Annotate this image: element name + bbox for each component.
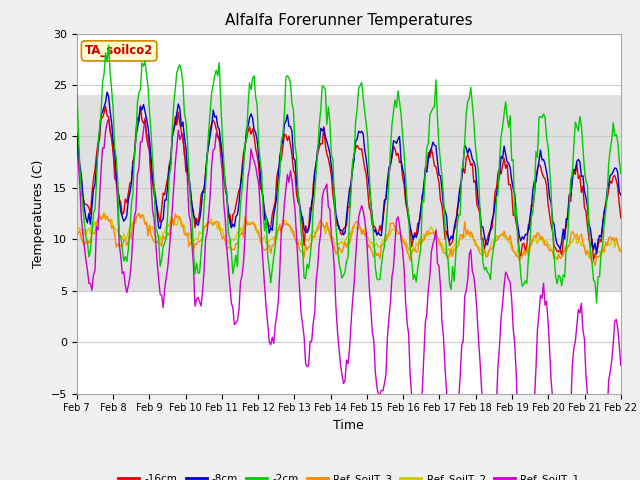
Legend: -16cm, -8cm, -2cm, Ref_SoilT_3, Ref_SoilT_2, Ref_SoilT_1: -16cm, -8cm, -2cm, Ref_SoilT_3, Ref_Soil… [115, 470, 583, 480]
Bar [77, 96, 621, 291]
Title: Alfalfa Forerunner Temperatures: Alfalfa Forerunner Temperatures [225, 13, 472, 28]
Y-axis label: Temperatures (C): Temperatures (C) [32, 159, 45, 268]
X-axis label: Time: Time [333, 419, 364, 432]
Text: TA_soilco2: TA_soilco2 [85, 44, 154, 58]
